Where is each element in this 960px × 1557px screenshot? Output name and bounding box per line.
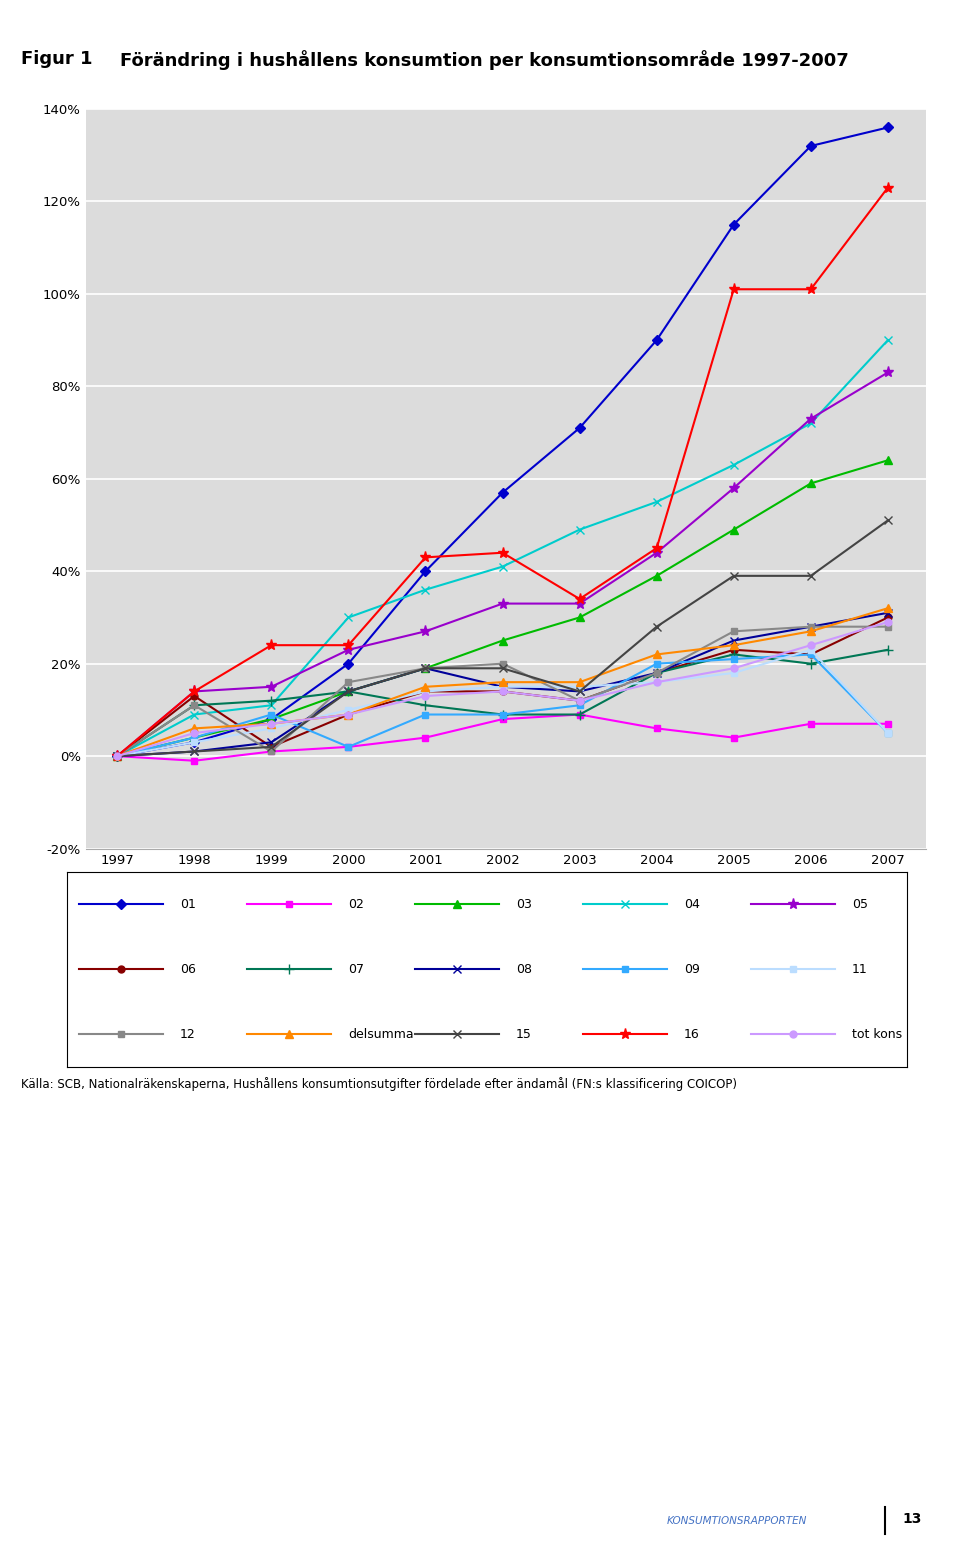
Text: 08: 08	[516, 962, 532, 976]
Text: 05: 05	[852, 898, 868, 911]
Text: 04: 04	[684, 898, 700, 911]
Text: 09: 09	[684, 962, 700, 976]
Text: 12: 12	[180, 1028, 196, 1040]
Text: 06: 06	[180, 962, 196, 976]
Text: Förändring i hushållens konsumtion per konsumtionsområde 1997-2007: Förändring i hushållens konsumtion per k…	[120, 50, 849, 70]
Text: Figur 1: Figur 1	[21, 50, 92, 69]
Text: delsumma: delsumma	[348, 1028, 414, 1040]
Text: 02: 02	[348, 898, 364, 911]
Text: 11: 11	[852, 962, 868, 976]
Text: tot kons: tot kons	[852, 1028, 901, 1040]
Text: KONSUMTIONSRAPPORTEN: KONSUMTIONSRAPPORTEN	[667, 1517, 807, 1526]
Text: 07: 07	[348, 962, 364, 976]
Text: 16: 16	[684, 1028, 700, 1040]
Text: 01: 01	[180, 898, 196, 911]
Text: Källa: SCB, Nationalräkenskaperna, Hushållens konsumtionsutgifter fördelade efte: Källa: SCB, Nationalräkenskaperna, Hushå…	[21, 1077, 737, 1091]
Text: 03: 03	[516, 898, 532, 911]
Text: 15: 15	[516, 1028, 532, 1040]
Text: 13: 13	[902, 1512, 922, 1526]
